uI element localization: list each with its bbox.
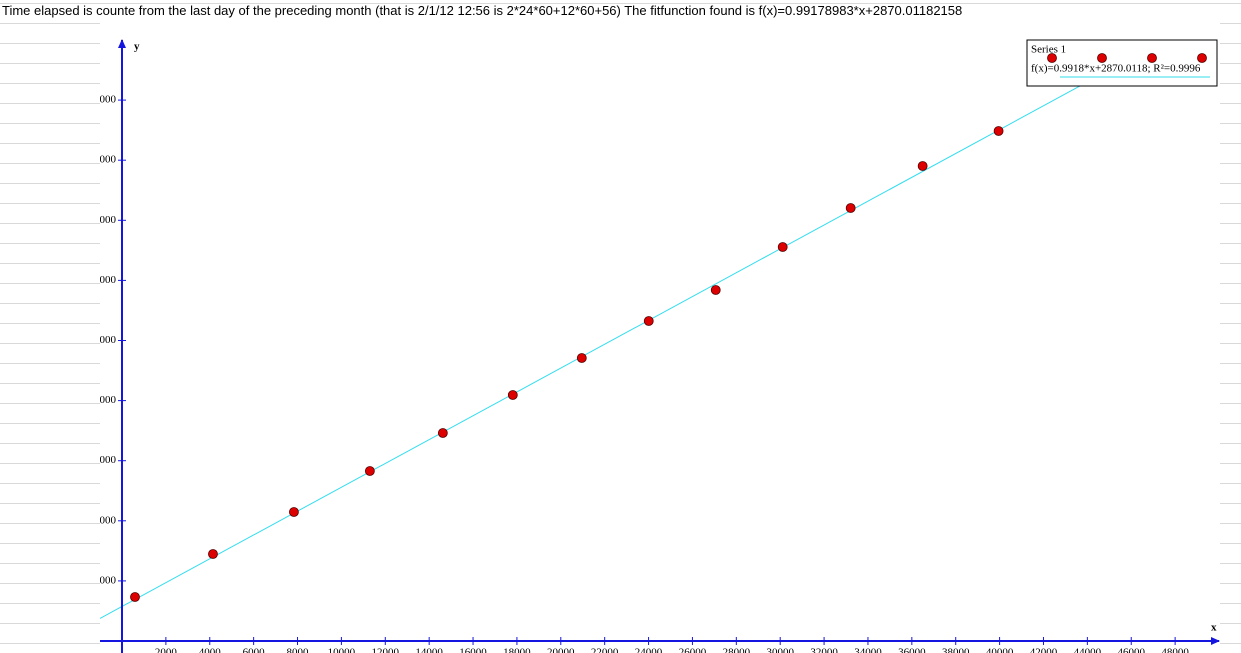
x-tick-label: 30000 [766,647,794,653]
header-text: Time elapsed is counte from the last day… [2,3,963,18]
y-tick-label: 5000 [94,574,117,586]
legend-marker [1147,53,1157,63]
x-tick-label: 24000 [635,647,663,653]
trendline [100,85,1081,619]
x-tick-label: 4000 [199,647,222,653]
y-axis-label: y [134,41,140,53]
data-point [845,203,856,213]
x-tick-label: 14000 [415,647,443,653]
x-tick-label: 12000 [372,647,400,653]
x-tick-label: 28000 [723,647,751,653]
x-tick-label: 32000 [810,647,838,653]
legend-box [1026,39,1218,87]
x-tick-label: 26000 [679,647,707,653]
data-point [507,390,518,400]
y-tick-label: 40000 [89,154,117,166]
data-point [437,428,448,438]
x-tick-label: 48000 [1161,647,1189,653]
x-tick-label: 8000 [287,647,310,653]
x-tick-label: 42000 [1030,647,1058,653]
legend: Series 1 f(x)=0.9918*x+2870.0118; R²=0.99… [1026,39,1218,87]
legend-marker [1097,53,1107,63]
x-tick-label: 46000 [1117,647,1145,653]
y-tick-label: 10000 [89,514,117,526]
y-tick-label: 35000 [89,214,117,226]
x-tick-label: 36000 [898,647,926,653]
x-tick-label: 16000 [459,647,487,653]
legend-marker [1197,53,1207,63]
x-tick-label: 20000 [547,647,575,653]
x-tick-label: 18000 [503,647,531,653]
legend-label: Series 1 [1031,44,1066,56]
data-point [710,285,721,295]
plot: x y 2000 4000 6000 8000 10000 12000 14000 16000 18… [89,39,1220,653]
data-point [993,126,1004,136]
x-tick-label: 40000 [986,647,1014,653]
x-tick-label: 34000 [854,647,882,653]
x-tick-label: 22000 [591,647,619,653]
x-tick-label: 38000 [942,647,970,653]
y-tick-label: 45000 [89,94,117,106]
y-tick-label: 30000 [89,274,117,286]
x-tick-label: 6000 [243,647,266,653]
data-point [576,353,587,363]
chart-area [100,20,1220,653]
data-point [917,161,928,171]
data-point [208,549,218,559]
y-tick-label: 20000 [89,394,117,406]
y-tick-label: 25000 [89,334,117,346]
legend-trendline-label: f(x)=0.9918*x+2870.0118; R²=0.9996 [1031,63,1201,75]
data-point [130,592,140,602]
x-tick-label: 10000 [328,647,356,653]
data-point [777,242,788,252]
y-tick-label: 15000 [89,454,117,466]
x-tick-label: 2000 [155,647,178,653]
legend-marker [1047,53,1057,63]
data-point [643,316,654,326]
x-tick-label: 44000 [1074,647,1102,653]
x-axis-arrow [1211,637,1220,645]
data-point [364,466,375,476]
y-axis-arrow [118,39,126,48]
x-axis-label: x [1211,622,1217,634]
data-point [289,507,299,517]
